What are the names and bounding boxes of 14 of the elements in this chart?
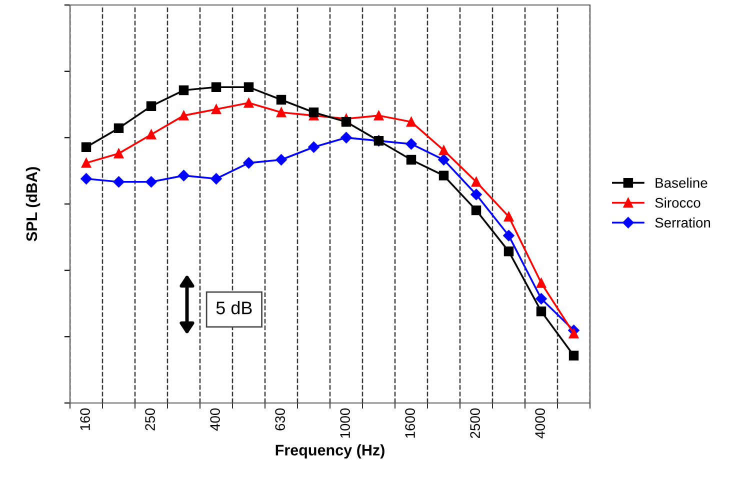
x-axis-title: Frequency (Hz) bbox=[276, 444, 384, 459]
x-tick-label: 1000 bbox=[340, 408, 350, 438]
x-tick-label: 400 bbox=[210, 408, 220, 431]
legend-label: Baseline bbox=[656, 178, 708, 188]
y-axis-title: SPL (dBA) bbox=[26, 167, 40, 242]
legend-label: Serration bbox=[655, 217, 710, 228]
x-tick-label: 630 bbox=[275, 408, 285, 430]
x-tick-label: 4000 bbox=[535, 408, 545, 438]
x-tick-label: 1600 bbox=[405, 408, 415, 438]
annotation: 5 dB bbox=[216, 301, 252, 314]
x-tick-label: 160 bbox=[80, 408, 90, 430]
x-tick-label: 250 bbox=[145, 408, 155, 430]
x-tick-label: 2500 bbox=[470, 408, 480, 438]
legend-label: Sirocco bbox=[655, 198, 700, 208]
